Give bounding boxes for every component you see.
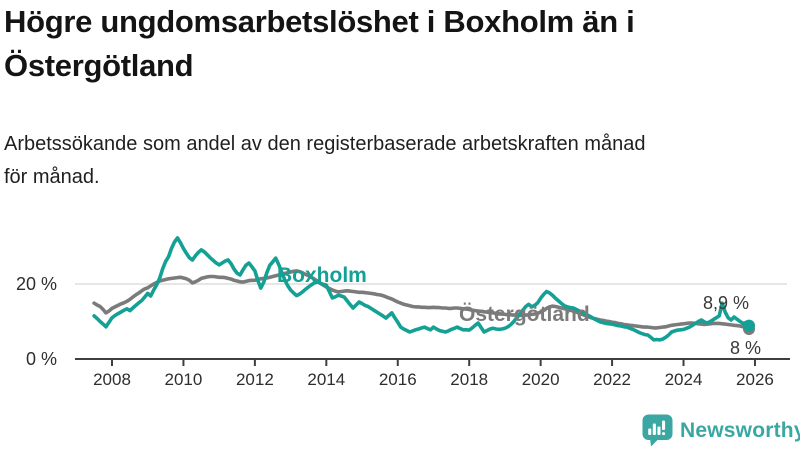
x-tick-label: 2008 [93, 370, 131, 389]
newsworthy-branding: Newsworthy [642, 414, 800, 447]
y-tick-label: 0 % [26, 349, 57, 369]
x-tick-label: 2024 [665, 370, 703, 389]
chart-title-line2: Östergötland [4, 48, 194, 83]
series-end-dot-boxholm [743, 319, 756, 332]
series-label-boxholm: Boxholm [277, 264, 367, 287]
x-tick-label: 2020 [522, 370, 560, 389]
chart-title-line1: Högre ungdomsarbetslöshet i Boxholm än i [4, 4, 635, 39]
x-tick-label: 2018 [450, 370, 488, 389]
chart-subtitle-line1: Arbetssökande som andel av den registerb… [4, 133, 646, 155]
end-value-label-ostergotland: 8 % [730, 338, 762, 358]
newsworthy-logo-icon [642, 414, 673, 447]
series-line-östergötland [92, 269, 751, 331]
end-value-label-boxholm: 8,9 % [703, 293, 750, 313]
chart-subtitle: Arbetssökande som andel av den registerb… [4, 128, 646, 194]
x-tick-label: 2012 [236, 370, 274, 389]
chart-title: Högre ungdomsarbetslöshet i Boxholm än i… [4, 0, 635, 88]
x-tick-label: 2026 [736, 370, 774, 389]
x-tick-label: 2010 [165, 370, 203, 389]
x-tick-label: 2016 [379, 370, 417, 389]
y-tick-label: 20 % [16, 274, 57, 294]
newsworthy-logo-text: Newsworthy [680, 418, 800, 442]
series-line-boxholm [92, 236, 751, 342]
chart-subtitle-line2: för månad. [4, 166, 100, 188]
x-tick-label: 2022 [593, 370, 631, 389]
x-tick-label: 2014 [307, 370, 345, 389]
series-label-ostergotland: Östergötland [459, 303, 590, 326]
